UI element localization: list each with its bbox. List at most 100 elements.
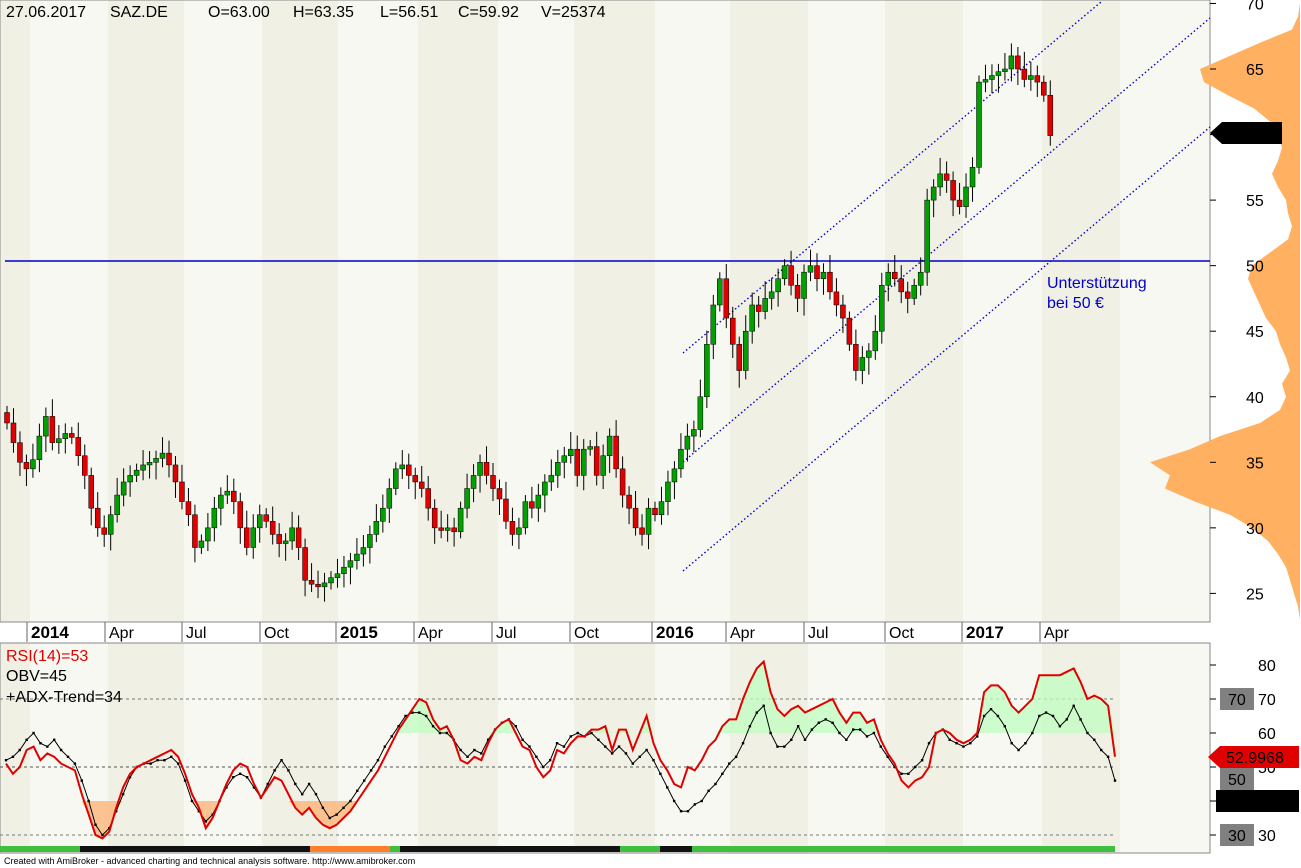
obv-marker bbox=[418, 711, 421, 714]
candle-body bbox=[36, 435, 43, 460]
candle-body bbox=[606, 435, 613, 456]
time-tick-label: Apr bbox=[109, 625, 135, 642]
rsi-overbought-fill bbox=[1032, 675, 1040, 733]
candle-body bbox=[101, 527, 107, 535]
obv-marker bbox=[900, 772, 903, 775]
candle-body bbox=[678, 448, 684, 470]
obv-marker bbox=[486, 738, 490, 741]
candle-body bbox=[464, 488, 470, 509]
obv-marker bbox=[796, 725, 800, 728]
rsi-zone-fill bbox=[81, 661, 1115, 839]
obv-marker bbox=[342, 806, 345, 809]
rsi-oversold-fill bbox=[329, 801, 337, 829]
candle-body bbox=[43, 416, 49, 437]
obv-marker bbox=[232, 776, 235, 779]
time-tick-label: 2015 bbox=[340, 623, 378, 642]
candle-body bbox=[820, 271, 827, 280]
candle-body bbox=[885, 271, 892, 286]
candle-body bbox=[231, 490, 237, 502]
obv-marker bbox=[548, 759, 552, 762]
candle-body bbox=[185, 501, 192, 515]
rsi-overbought-fill bbox=[1080, 682, 1088, 733]
candle-body bbox=[107, 514, 114, 535]
channel-upper-line bbox=[682, 1, 1102, 354]
candle-body bbox=[535, 494, 542, 509]
rsi-overbought-fill bbox=[1025, 699, 1033, 733]
indicator-tick-label: 60 bbox=[1258, 726, 1276, 743]
rsi-oversold-fill bbox=[102, 801, 110, 839]
rsi-overbought-fill bbox=[991, 685, 998, 733]
candle-body bbox=[943, 173, 950, 181]
candle-body bbox=[23, 462, 30, 470]
indicator-band bbox=[574, 643, 655, 853]
candle-body bbox=[56, 438, 62, 443]
obv-marker bbox=[59, 748, 63, 752]
rsi-overbought-fill bbox=[722, 719, 730, 733]
rsi-label: RSI(14)=53 bbox=[6, 648, 88, 665]
rsi-overbought-fill bbox=[770, 692, 778, 733]
candle-body bbox=[1021, 68, 1028, 80]
candle-body bbox=[574, 448, 580, 476]
obv-marker bbox=[238, 772, 242, 775]
candle-body bbox=[321, 582, 328, 588]
candle-body bbox=[937, 173, 943, 188]
obv-marker bbox=[652, 759, 655, 762]
obv-value-label: 44.5976 bbox=[1226, 794, 1284, 811]
candle-body bbox=[412, 475, 418, 483]
candle-body bbox=[879, 285, 885, 332]
header-close: C=59.92 bbox=[458, 4, 519, 21]
candle-body bbox=[470, 475, 477, 489]
indicator-tick-label: 30 bbox=[1258, 828, 1276, 845]
candle-body bbox=[801, 271, 807, 299]
obv-marker bbox=[604, 745, 607, 748]
candle-body bbox=[269, 521, 276, 535]
obv-marker bbox=[907, 772, 910, 775]
obv-marker bbox=[776, 745, 779, 748]
time-tick-label: Oct bbox=[889, 625, 914, 642]
time-tick-label: 2016 bbox=[656, 623, 694, 642]
candle-body bbox=[587, 446, 593, 450]
obv-marker bbox=[273, 769, 276, 772]
rsi-overbought-fill bbox=[1011, 705, 1019, 733]
obv-marker bbox=[1113, 779, 1117, 782]
obv-marker bbox=[624, 752, 628, 755]
obv-marker bbox=[1010, 742, 1013, 745]
price-band bbox=[108, 0, 184, 622]
candle-body bbox=[794, 285, 801, 299]
candle-body bbox=[904, 291, 911, 299]
candle-body bbox=[768, 291, 775, 299]
time-tick-label: Apr bbox=[418, 625, 444, 642]
candle-body bbox=[69, 433, 75, 438]
obv-marker bbox=[989, 708, 993, 711]
price-band bbox=[1120, 0, 1210, 622]
rsi-line bbox=[5, 659, 1116, 840]
adx-trend-segment bbox=[390, 846, 400, 852]
time-tick-label: Apr bbox=[1044, 625, 1070, 642]
obv-marker bbox=[66, 755, 70, 758]
obv-marker bbox=[11, 755, 15, 758]
obv-marker bbox=[321, 806, 325, 809]
obv-marker bbox=[920, 759, 924, 762]
candlestick-series[interactable] bbox=[4, 43, 1054, 602]
candle-body bbox=[341, 566, 347, 574]
volume-profile bbox=[1150, 3, 1300, 620]
obv-marker bbox=[411, 711, 414, 714]
obv-marker bbox=[858, 728, 862, 731]
obv-marker bbox=[1100, 748, 1103, 752]
time-axis: 2014 Apr Jul Oct 2015 Apr Jul Oct 2016 Apr Jul Oct 2… bbox=[26, 622, 1070, 642]
candle-body bbox=[1034, 75, 1041, 83]
candle-body bbox=[1015, 55, 1021, 70]
candle-body bbox=[490, 475, 496, 489]
candle-body bbox=[697, 396, 704, 430]
obv-marker bbox=[590, 731, 593, 735]
candle-body bbox=[30, 459, 36, 470]
obv-marker bbox=[204, 820, 207, 823]
candle-body bbox=[334, 573, 341, 578]
obv-marker bbox=[810, 728, 814, 731]
obv-label: OBV=45 bbox=[6, 668, 67, 685]
level-70-box bbox=[1220, 688, 1254, 710]
obv-marker bbox=[376, 759, 380, 762]
candle-body bbox=[386, 488, 393, 509]
obv-marker bbox=[672, 799, 676, 803]
